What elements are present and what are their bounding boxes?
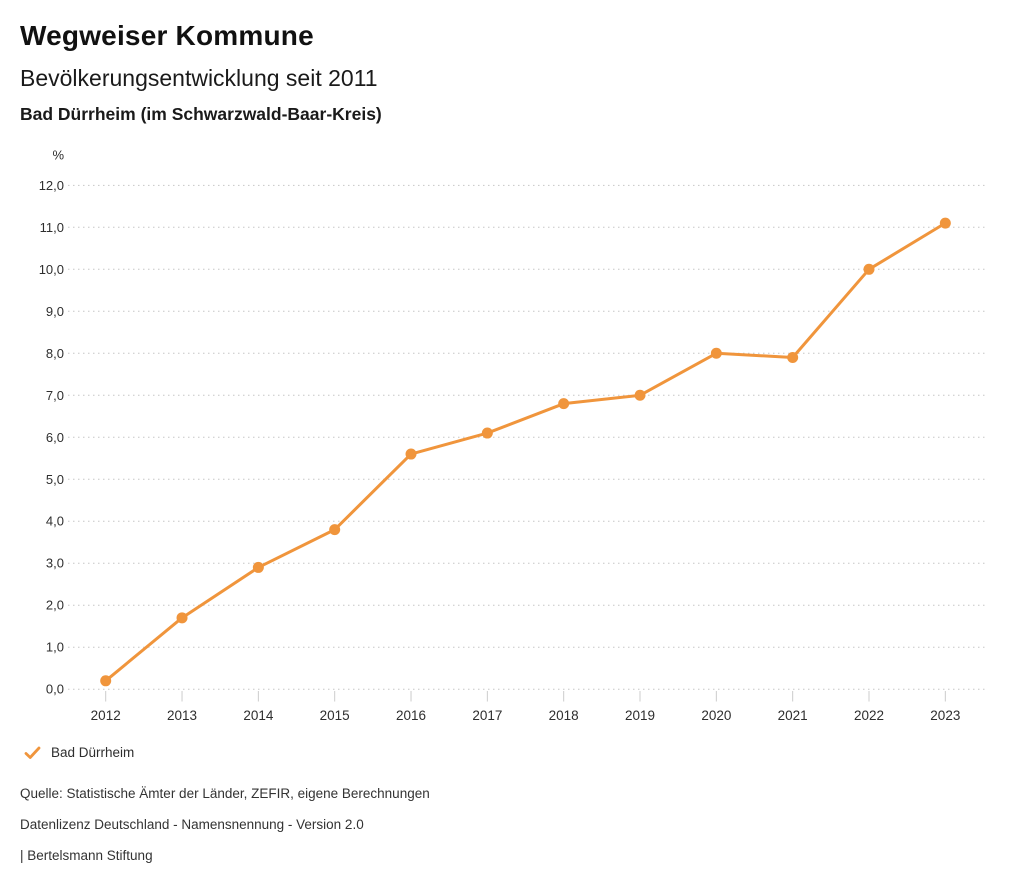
data-point-2014[interactable] — [252, 561, 264, 573]
y-axis-label: 12,0 — [39, 178, 64, 193]
data-point-2015[interactable] — [329, 524, 341, 536]
y-axis-label: 9,0 — [46, 304, 64, 319]
data-point-2016[interactable] — [405, 448, 417, 460]
source-text: Quelle: Statistische Ämter der Länder, Z… — [20, 786, 430, 801]
series-line — [104, 221, 947, 683]
data-point-2021[interactable] — [787, 351, 799, 363]
x-axis-label: 2017 — [472, 708, 502, 723]
population-line-chart: % 0,0 1,0 2,0 3,0 4,0 5,0 6,0 7,0 8,0 9,0 10,0 11,0 1… — [39, 148, 988, 723]
y-axis-label: 0,0 — [46, 682, 64, 697]
y-axis-label: 6,0 — [46, 430, 64, 445]
y-axis-unit-label: % — [52, 148, 64, 163]
page-title: Wegweiser Kommune — [20, 20, 314, 51]
y-axis-label: 4,0 — [46, 514, 64, 529]
license-text: Datenlizenz Deutschland - Namensnennung … — [20, 817, 364, 832]
legend-item-bad-duerrheim[interactable]: Bad Dürrheim — [24, 745, 134, 760]
data-point-2018[interactable] — [558, 398, 570, 410]
data-point-2012[interactable] — [100, 675, 112, 687]
attribution-text: | Bertelsmann Stiftung — [20, 848, 153, 863]
data-point-2017[interactable] — [481, 427, 493, 439]
data-point-2022[interactable] — [863, 263, 875, 275]
x-axis-label: 2022 — [854, 708, 884, 723]
x-axis-label: 2018 — [549, 708, 579, 723]
y-axis-label: 2,0 — [46, 598, 64, 613]
data-point-2020[interactable] — [710, 347, 722, 359]
x-axis-label: 2020 — [701, 708, 731, 723]
data-point-2013[interactable] — [176, 612, 188, 624]
x-axis-label: 2012 — [91, 708, 121, 723]
y-axis-label: 7,0 — [46, 388, 64, 403]
chart-region-subtitle: Bad Dürrheim (im Schwarzwald-Baar-Kreis) — [20, 104, 382, 124]
y-axis-label: 5,0 — [46, 472, 64, 487]
x-axis-label: 2023 — [930, 708, 960, 723]
legend-label: Bad Dürrheim — [51, 745, 135, 760]
check-icon — [24, 746, 41, 759]
y-axis-label: 8,0 — [46, 346, 64, 361]
data-point-2023[interactable] — [939, 217, 951, 229]
data-point-2019[interactable] — [634, 389, 646, 401]
y-axis-label: 11,0 — [40, 220, 64, 235]
y-axis-label: 1,0 — [46, 640, 64, 655]
x-axis-label: 2021 — [778, 708, 808, 723]
x-axis-label: 2016 — [396, 708, 426, 723]
x-axis-label: 2015 — [320, 708, 350, 723]
x-axis-label: 2019 — [625, 708, 655, 723]
x-axis-label: 2014 — [243, 708, 274, 723]
y-axis-label: 3,0 — [46, 556, 64, 571]
chart-title: Bevölkerungsentwicklung seit 2011 — [20, 65, 378, 91]
x-axis-label: 2013 — [167, 708, 197, 723]
y-axis-label: 10,0 — [39, 262, 64, 277]
